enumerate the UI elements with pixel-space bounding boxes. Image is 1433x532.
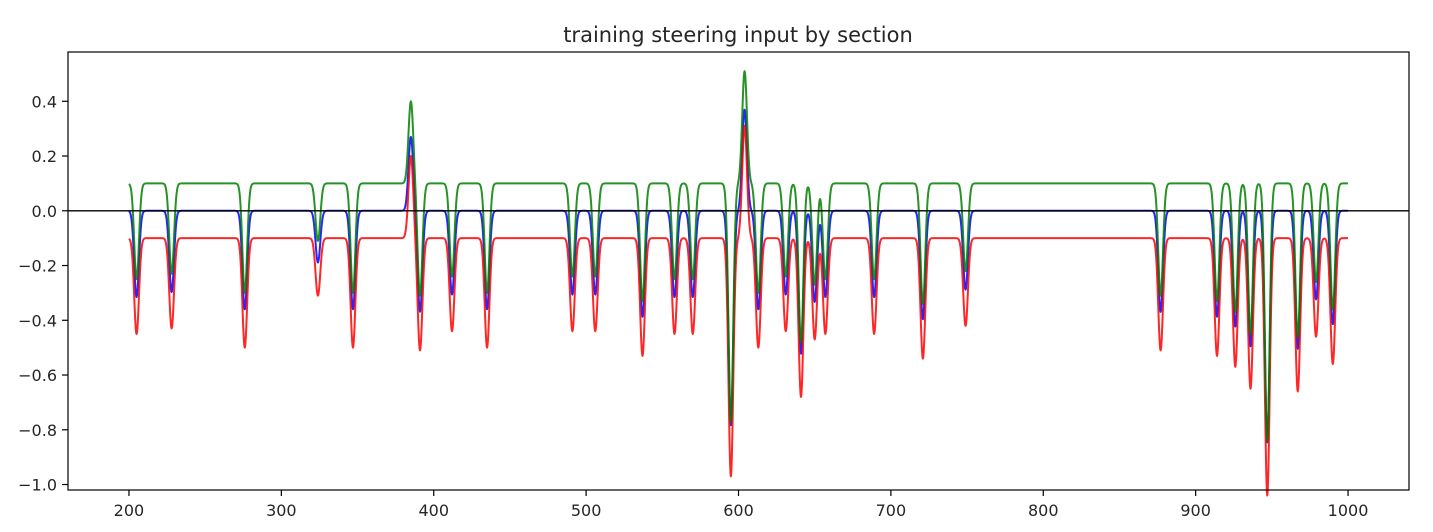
x-tick-label: 400 — [418, 501, 449, 520]
y-tick-label: −0.2 — [18, 257, 57, 276]
y-tick-label: −1.0 — [18, 476, 57, 495]
y-tick-label: 0.4 — [32, 92, 57, 111]
y-tick-label: −0.6 — [18, 366, 57, 385]
x-tick-label: 600 — [723, 501, 754, 520]
y-tick-label: −0.4 — [18, 311, 57, 330]
series-line-2 — [128, 70, 1349, 442]
x-tick-label: 700 — [876, 501, 907, 520]
x-tick-label: 900 — [1180, 501, 1211, 520]
y-tick-label: 0.0 — [32, 202, 57, 221]
y-tick-label: 0.2 — [32, 147, 57, 166]
x-tick-label: 200 — [114, 501, 145, 520]
series-line-1 — [128, 124, 1349, 497]
x-tick-label: 1000 — [1328, 501, 1369, 520]
y-tick-label: −0.8 — [18, 421, 57, 440]
x-tick-label: 300 — [266, 501, 297, 520]
chart-title: training steering input by section — [563, 23, 913, 47]
axes-layer: 200 300 400 500 600 700 800 900 1000 0.4 0.2 0.0 −0.… — [18, 51, 1410, 520]
x-tick-label: 800 — [1028, 501, 1059, 520]
x-tick-label: 500 — [571, 501, 602, 520]
